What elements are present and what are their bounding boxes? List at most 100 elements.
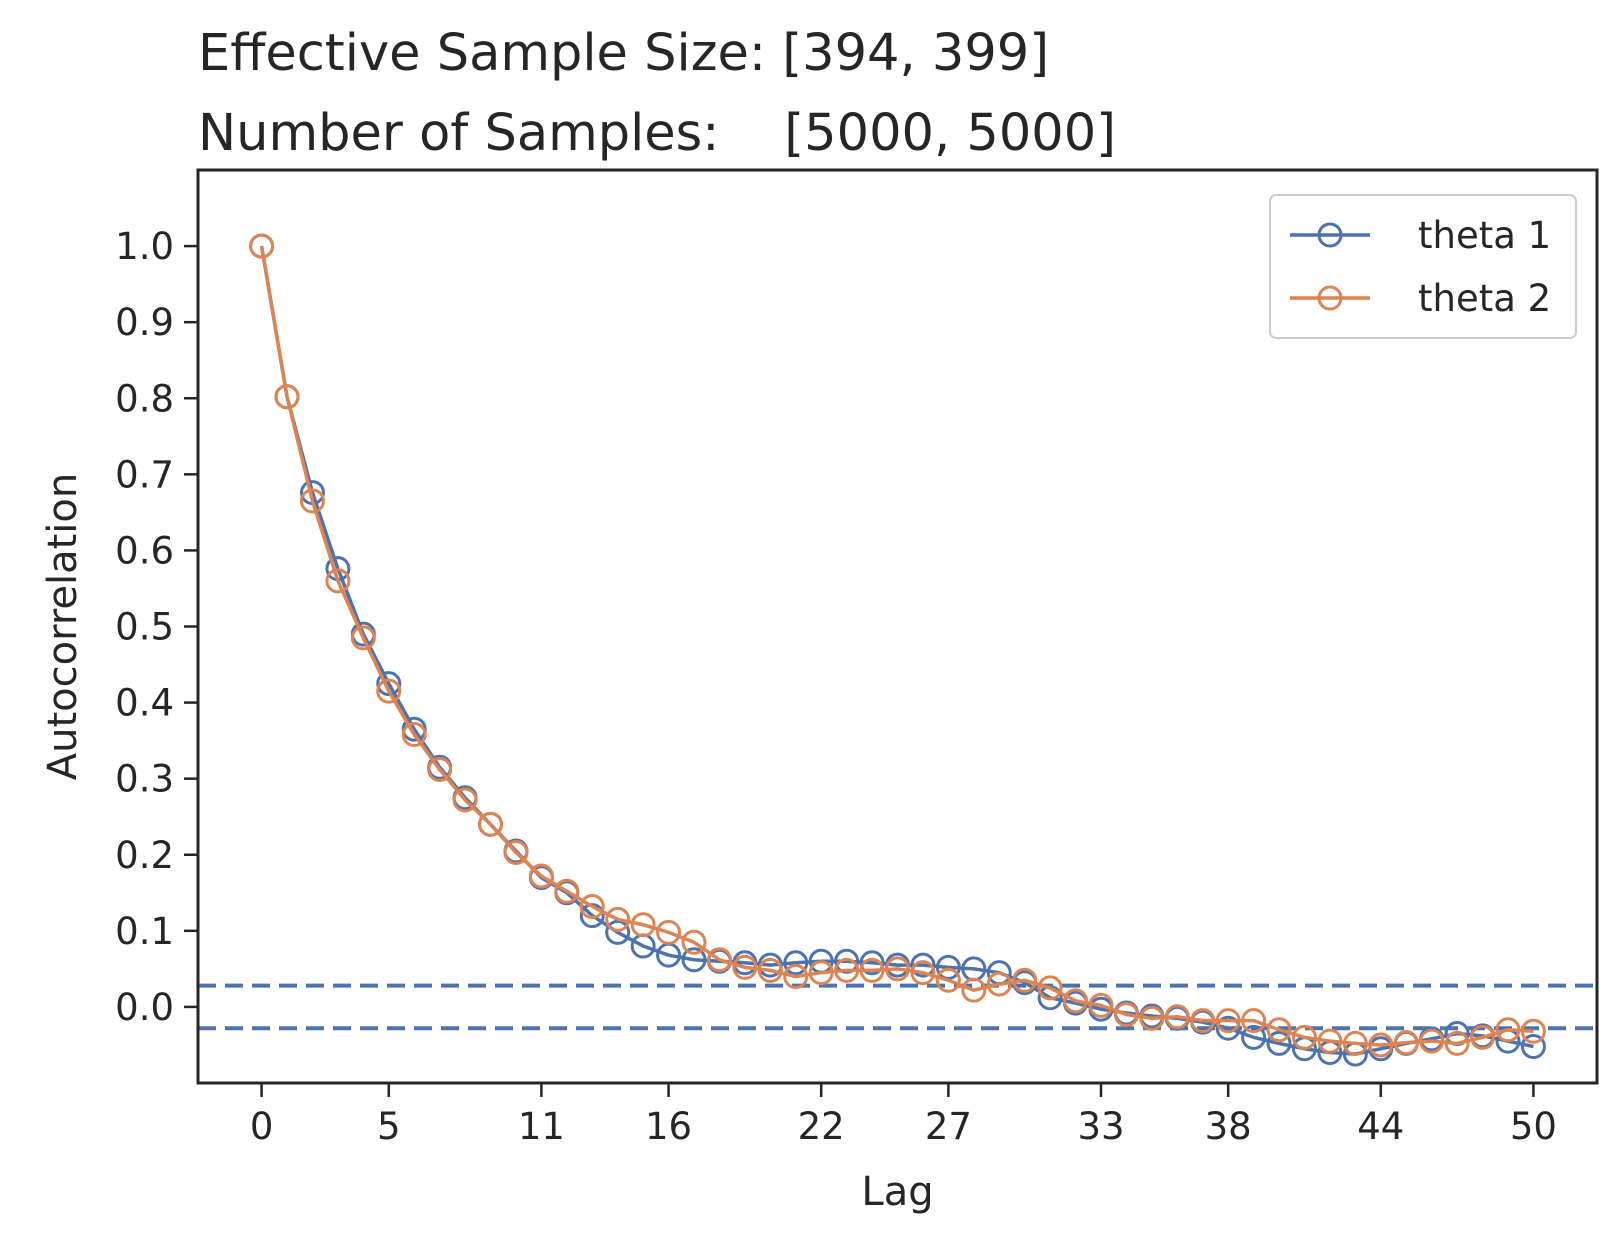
data-point: [427, 757, 453, 783]
y-tick-label: 0.0: [115, 986, 174, 1029]
x-tick-label: 5: [377, 1105, 401, 1148]
data-point: [503, 839, 529, 865]
y-tick-label: 0.8: [115, 377, 174, 420]
data-point: [1266, 1030, 1292, 1056]
legend-marker: [1317, 285, 1343, 311]
data-point: [681, 947, 707, 973]
series-0: [249, 233, 1546, 1067]
data-point: [910, 960, 936, 986]
y-tick-label: 1.0: [115, 225, 174, 268]
data-point: [630, 912, 656, 938]
data-point: [1520, 1033, 1546, 1059]
x-tick-label: 44: [1357, 1105, 1404, 1148]
data-point: [376, 678, 402, 704]
plot-frame: [196, 168, 1599, 1085]
data-point: [1241, 1024, 1267, 1050]
data-point: [834, 948, 860, 974]
y-tick-label: 0.4: [115, 682, 174, 725]
data-point: [1063, 988, 1089, 1014]
data-point: [1012, 967, 1038, 993]
legend: theta 1 theta 2: [1269, 194, 1577, 339]
data-point: [706, 947, 732, 973]
series-1: [249, 233, 1546, 1058]
data-point: [1520, 1018, 1546, 1044]
legend-item: theta 1: [1290, 214, 1551, 257]
series-line: [259, 245, 1534, 1056]
y-tick-label: 0.1: [115, 910, 174, 953]
x-axis-label: Lag: [861, 1169, 933, 1215]
data-point: [783, 963, 809, 989]
data-point: [1241, 1008, 1267, 1034]
x-tick-label: 0: [250, 1105, 274, 1148]
data-point: [910, 952, 936, 978]
data-point: [859, 950, 885, 976]
reference-lines-layer: [198, 983, 1597, 1031]
data-point: [452, 787, 478, 813]
data-point: [1266, 1017, 1292, 1043]
data-point: [681, 929, 707, 955]
data-point: [935, 954, 961, 980]
x-tick-label: 27: [925, 1105, 972, 1148]
data-point: [1291, 1024, 1317, 1050]
data-point: [1317, 1028, 1343, 1054]
y-tick-label: 0.7: [115, 453, 174, 496]
data-point: [579, 893, 605, 919]
x-tick-label: 38: [1205, 1105, 1252, 1148]
data-point: [1139, 1005, 1165, 1031]
data-point: [1470, 1024, 1496, 1050]
data-point: [1444, 1030, 1470, 1056]
data-point: [757, 957, 783, 983]
data-point: [401, 722, 427, 748]
y-axis-label: Autocorrelation: [40, 473, 86, 781]
data-point: [1393, 1030, 1419, 1056]
data-point: [1342, 1030, 1368, 1056]
data-point: [783, 950, 809, 976]
data-point: [808, 960, 834, 986]
data-point: [732, 954, 758, 980]
data-point: [299, 488, 325, 514]
data-point: [274, 384, 300, 410]
data-point: [885, 956, 910, 982]
data-point: [478, 811, 504, 837]
series-line: [259, 245, 1534, 1047]
chart-title-line-1: Effective Sample Size: [394, 399]: [198, 24, 1050, 83]
data-point: [605, 906, 631, 932]
y-tick-label: 0.2: [115, 834, 174, 877]
chart-title-line-2: Number of Samples: [5000, 5000]: [198, 104, 1117, 163]
data-point: [834, 957, 860, 983]
data-point: [859, 957, 885, 983]
data-point: [249, 233, 275, 259]
legend-marker: [1317, 222, 1343, 248]
ticks-layer: 0 5 11 16 22 27 33 38 44 50 0.0 0.1 0.2 0.3 0.4 0.5 0.6 0…: [115, 225, 1557, 1148]
x-tick-label: 33: [1077, 1105, 1124, 1148]
data-point: [1215, 1008, 1241, 1034]
data-point: [1495, 1017, 1521, 1043]
x-tick-label: 11: [518, 1105, 565, 1148]
data-point: [1419, 1028, 1445, 1054]
data-point: [350, 625, 376, 651]
data-point: [656, 919, 682, 945]
data-point: [986, 971, 1012, 997]
data-point: [1164, 1004, 1190, 1030]
data-point: [554, 878, 580, 904]
data-point: [1190, 1008, 1216, 1034]
data-point: [935, 967, 961, 993]
y-tick-label: 0.6: [115, 529, 174, 572]
data-point: [1037, 975, 1063, 1001]
data-point: [961, 977, 987, 1003]
y-tick-label: 0.5: [115, 606, 174, 649]
legend-label: theta 2: [1418, 277, 1551, 320]
data-point: [1113, 1002, 1139, 1028]
y-tick-label: 0.3: [115, 758, 174, 801]
y-tick-label: 0.9: [115, 301, 174, 344]
data-point: [605, 919, 631, 945]
data-point: [528, 863, 554, 889]
x-tick-label: 50: [1510, 1105, 1557, 1148]
data-point: [325, 568, 351, 594]
legend-label: theta 1: [1418, 214, 1551, 257]
data-point: [1088, 992, 1114, 1018]
series-layer: [249, 233, 1546, 1067]
data-point: [1368, 1032, 1394, 1058]
x-tick-label: 22: [798, 1105, 845, 1148]
